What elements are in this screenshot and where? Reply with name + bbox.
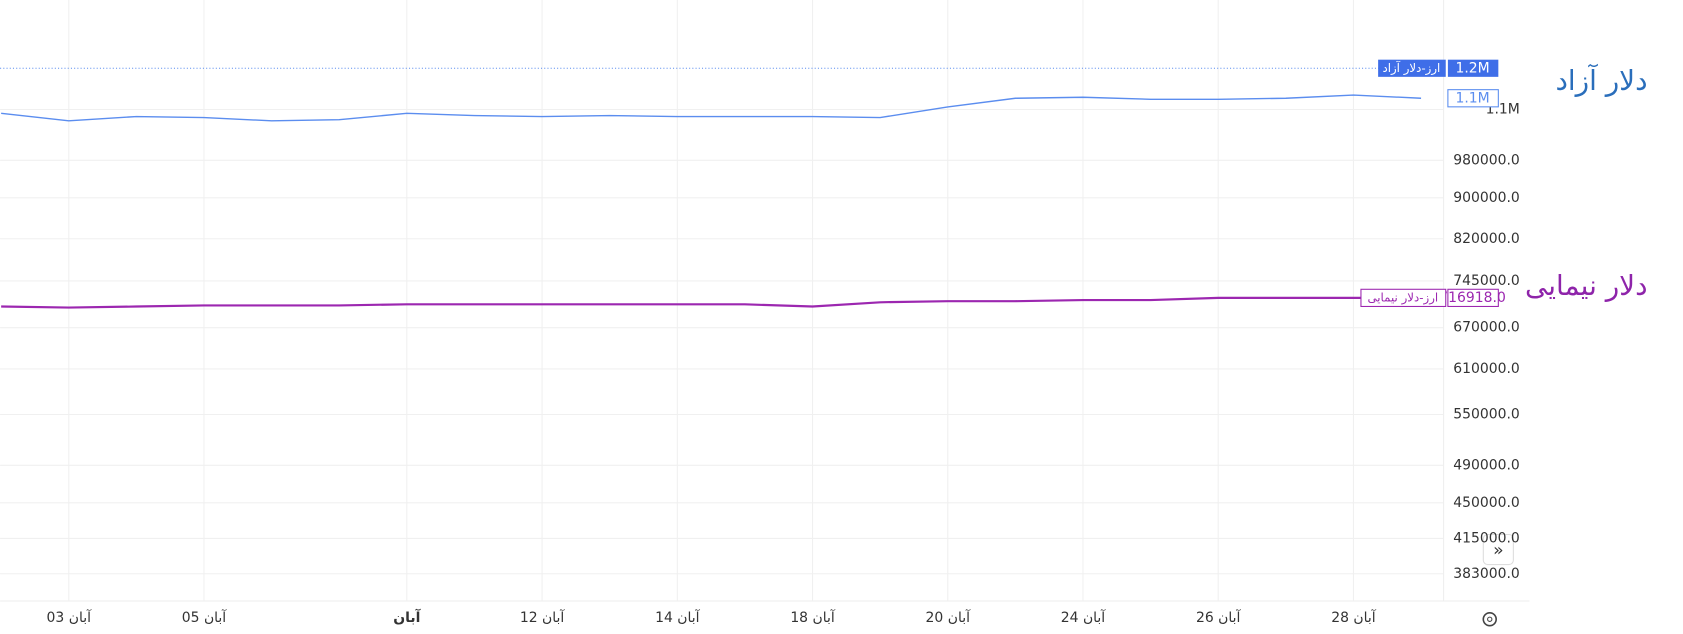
x-tick-label: 24 آبان — [1061, 609, 1107, 626]
x-tick-label: 20 آبان — [926, 609, 972, 626]
annotation: دلار نیمایی — [1525, 269, 1647, 302]
grid — [0, 0, 1444, 602]
value-tag: 1.1M — [1455, 90, 1489, 106]
x-tick-label: 05 آبان — [182, 609, 228, 626]
x-tick-label: 03 آبان — [47, 609, 93, 626]
price-tag-bg — [1447, 59, 1499, 77]
value-tag-bg — [1447, 288, 1499, 307]
y-tick-label: 550000.0 — [1453, 407, 1520, 423]
series-tag: ارز-دلار آزاد — [1382, 60, 1440, 76]
x-tick-label: 12 آبان — [520, 609, 566, 626]
y-tick-label: 820000.0 — [1453, 231, 1520, 247]
series-tag-bg — [1360, 288, 1447, 307]
y-tick-label: 980000.0 — [1453, 152, 1520, 168]
y-tick-label: 900000.0 — [1453, 190, 1520, 206]
y-tick-label: 610000.0 — [1453, 361, 1520, 377]
price-tag: 1.2M — [1455, 60, 1489, 76]
x-tick-label: 18 آبان — [790, 609, 836, 626]
button-bg[interactable] — [1482, 533, 1514, 566]
y-tick-label: 490000.0 — [1453, 457, 1520, 473]
y-tick-label: 670000.0 — [1453, 320, 1520, 336]
settings-button[interactable] — [1482, 612, 1497, 627]
scroll-button[interactable]: » — [1482, 533, 1514, 566]
value-tag-bg — [1447, 89, 1499, 108]
series-tag-bg — [1378, 59, 1446, 77]
series-line — [1, 296, 1422, 309]
button-icon[interactable]: » — [1493, 541, 1504, 561]
y-tick-label: 383000.0 — [1453, 566, 1520, 582]
settings-icon[interactable] — [1487, 616, 1493, 622]
settings-icon[interactable] — [1482, 612, 1497, 627]
y-tick-label: 745000.0 — [1453, 273, 1520, 289]
x-tick-label: 26 آبان — [1196, 609, 1242, 626]
value-tag: 716918.0 — [1439, 290, 1506, 306]
x-tick-label: 14 آبان — [655, 609, 701, 626]
annotation: دلار آزاد — [1555, 64, 1647, 97]
y-tick-label: 415000.0 — [1453, 530, 1520, 546]
y-tick-label: 450000.0 — [1453, 495, 1520, 511]
series-line — [1, 94, 1422, 122]
x-tick-label: 28 آبان — [1331, 609, 1377, 626]
x-tick-label: آبان — [393, 609, 421, 626]
series-tag: ارز-دلار نیمایی — [1367, 290, 1438, 305]
